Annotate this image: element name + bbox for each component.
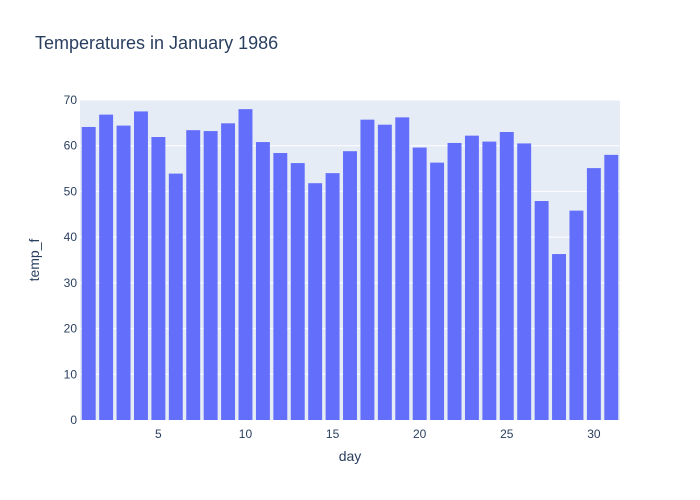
bar xyxy=(586,168,601,420)
bar xyxy=(569,210,584,420)
bar xyxy=(168,173,183,420)
y-tick-label: 60 xyxy=(64,139,78,153)
y-tick-label: 40 xyxy=(64,230,78,244)
bar xyxy=(412,147,427,421)
bars xyxy=(81,109,619,421)
bar xyxy=(255,142,270,421)
x-tick-label: 25 xyxy=(500,427,514,441)
bar xyxy=(499,132,514,420)
bar xyxy=(308,183,323,420)
bar xyxy=(81,126,96,420)
bar xyxy=(221,123,236,421)
y-tick-label: 30 xyxy=(64,276,78,290)
bar xyxy=(99,114,114,420)
bar xyxy=(395,117,410,420)
bar xyxy=(534,201,549,420)
bar xyxy=(186,130,201,420)
bar xyxy=(552,254,566,420)
y-tick-label: 50 xyxy=(64,184,78,198)
x-axis-ticks: 5 10 15 20 25 30 xyxy=(155,427,601,441)
x-tick-label: 30 xyxy=(587,427,601,441)
bar xyxy=(447,142,462,420)
bar xyxy=(430,162,445,420)
y-axis-label: temp_f xyxy=(26,238,42,281)
x-axis-label: day xyxy=(339,448,362,464)
bar xyxy=(238,109,253,421)
y-axis-ticks: 0 10 20 30 40 50 60 70 xyxy=(64,93,78,427)
bar xyxy=(360,119,375,421)
bar xyxy=(517,143,532,420)
x-tick-label: 20 xyxy=(413,427,427,441)
x-tick-label: 10 xyxy=(239,427,253,441)
bar xyxy=(116,125,131,420)
x-tick-label: 5 xyxy=(155,427,162,441)
chart-title: Temperatures in January 1986 xyxy=(35,33,279,53)
x-tick-label: 15 xyxy=(326,427,340,441)
bar xyxy=(203,131,218,421)
bar xyxy=(377,124,392,420)
bar xyxy=(343,151,357,420)
y-tick-label: 10 xyxy=(64,367,78,381)
bar xyxy=(325,173,340,420)
bar xyxy=(464,135,479,420)
y-tick-label: 0 xyxy=(70,413,77,427)
bar xyxy=(604,154,619,420)
bar xyxy=(482,141,497,420)
bar xyxy=(290,163,305,421)
y-tick-label: 20 xyxy=(64,322,78,336)
bar xyxy=(134,111,148,420)
y-tick-label: 70 xyxy=(64,93,78,107)
bar xyxy=(151,137,166,420)
bar xyxy=(273,153,288,420)
